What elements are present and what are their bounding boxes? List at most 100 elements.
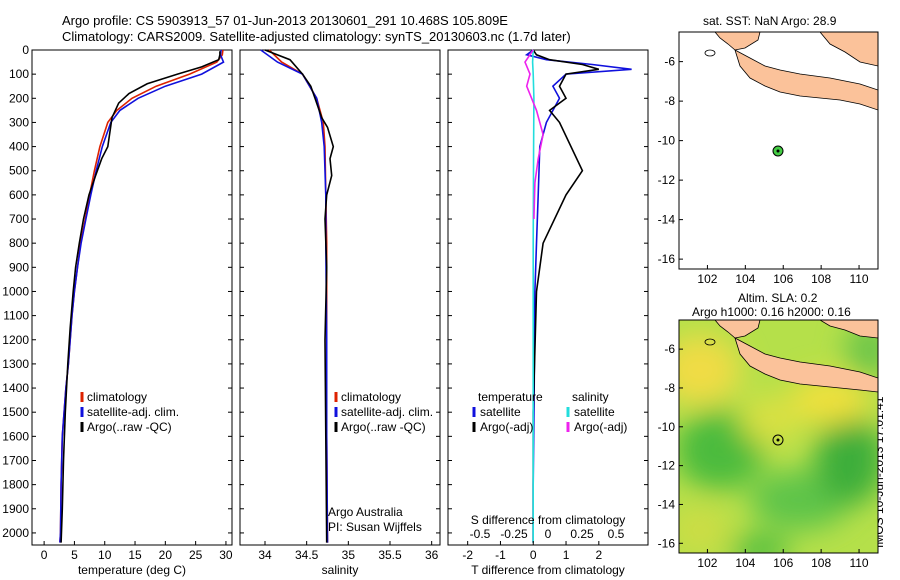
diff-stick-label-3: 0.25: [570, 527, 594, 541]
sal-series-2: [264, 49, 335, 543]
sal-xtick-label-2: 35: [342, 548, 356, 562]
difference-panel-frame: [447, 49, 649, 546]
temp-legend-label-1: satellite-adj. clim.: [87, 405, 179, 419]
sst-ytick-label-4: -14: [658, 213, 676, 227]
sla-ytick-label-4: -14: [658, 497, 676, 511]
sst-xtick-label-0: 102: [697, 272, 717, 286]
sst-xtick-label-2: 106: [773, 272, 793, 286]
ytick-label-5: 500: [9, 164, 29, 178]
salinity-panel-frame: [239, 49, 441, 546]
sst-map: [678, 31, 879, 270]
ytick-label-13: 1300: [2, 357, 29, 371]
ytick-label-12: 1200: [2, 333, 29, 347]
sla-land-java: [734, 337, 878, 393]
sla-xtick-label-4: 110: [849, 556, 868, 570]
diff-xtick-label-3: 1: [563, 548, 570, 562]
sst-land-borneo: [819, 32, 878, 67]
sla-land-borneo: [819, 320, 878, 339]
diff-xtick-label-4: 2: [595, 548, 602, 562]
chart-title-line1: Argo profile: CS 5903913_57 01-Jun-2013 …: [62, 13, 508, 28]
temp-xtick-label-3: 15: [128, 548, 142, 562]
temp-series-1: [59, 49, 225, 543]
temp-xtick-label-5: 25: [189, 548, 203, 562]
diff-series-0: [524, 49, 632, 543]
diff-stick-label-1: -0.25: [500, 527, 528, 541]
diff-legend-label-1-0: satellite: [574, 405, 615, 419]
diff-stick-label-2: 0: [545, 527, 552, 541]
ytick-label-15: 1500: [2, 405, 29, 419]
ytick-label-8: 800: [9, 236, 29, 250]
diff-legend-label-1-1: Argo(-adj): [574, 420, 627, 434]
diff-series-2: [531, 49, 535, 543]
diff-xtick-label-1: -1: [495, 548, 506, 562]
diff-xlabel: T difference from climatology: [471, 563, 625, 577]
sla-map-title-line1: Altim. SLA: 0.2: [738, 291, 818, 305]
ytick-label-2: 200: [9, 91, 29, 105]
sal-xtick-label-4: 36: [425, 548, 439, 562]
sla-ytick-label-0: -6: [664, 342, 675, 356]
sla-xtick-label-2: 106: [773, 556, 793, 570]
diff-stick-label-4: 0.5: [608, 527, 625, 541]
ytick-label-0: 0: [22, 43, 29, 57]
diff-xtick-label-0: -2: [462, 548, 473, 562]
ytick-label-20: 2000: [2, 526, 29, 540]
diff-series-1: [532, 49, 600, 543]
temp-legend-label-0: climatology: [87, 390, 147, 404]
ytick-label-9: 900: [9, 260, 29, 274]
sst-ytick-label-3: -12: [658, 173, 676, 187]
sla-ytick-label-2: -10: [658, 420, 676, 434]
diff-xtick-label-2: 0: [530, 548, 537, 562]
sal-legend-label-0: climatology: [341, 390, 401, 404]
chart-title-line2: Climatology: CARS2009. Satellite-adjuste…: [62, 29, 571, 44]
ytick-label-4: 400: [9, 140, 29, 154]
temp-series-2: [60, 51, 221, 543]
temp-legend-label-2: Argo(..raw -QC): [87, 420, 172, 434]
diff-legend-label-0-1: Argo(-adj): [480, 420, 533, 434]
sal-xtick-label-1: 34.5: [295, 548, 319, 562]
ytick-label-16: 1600: [2, 429, 29, 443]
sla-island: [704, 338, 716, 346]
temp-xlabel: temperature (deg C): [78, 563, 186, 577]
sla-xtick-label-0: 102: [697, 556, 717, 570]
sla-argo-marker: [772, 434, 784, 446]
diff-xlabel-top: S difference from climatology: [471, 513, 626, 527]
diff-series-3: [524, 49, 544, 220]
sst-ytick-label-1: -8: [664, 94, 675, 108]
sst-ytick-label-0: -6: [664, 55, 675, 69]
sal-xtick-label-0: 34: [258, 548, 272, 562]
sst-xtick-label-3: 108: [811, 272, 831, 286]
diff-legend-group-0: temperature: [478, 390, 543, 404]
sla-ytick-label-5: -16: [658, 536, 676, 550]
sla-xtick-label-3: 108: [811, 556, 831, 570]
ytick-label-1: 100: [9, 67, 29, 81]
temp-xtick-label-2: 10: [98, 548, 112, 562]
sst-land-java: [734, 49, 878, 111]
diff-stick-label-0: -0.5: [470, 527, 491, 541]
temp-xtick-label-4: 20: [159, 548, 173, 562]
sal-annotation-1: PI: Susan Wijffels: [328, 520, 422, 534]
ytick-label-14: 1400: [2, 381, 29, 395]
sst-island: [704, 49, 716, 57]
sst-map-title: sat. SST: NaN Argo: 28.9: [703, 14, 837, 28]
ytick-label-17: 1700: [2, 453, 29, 467]
sal-xlabel: salinity: [322, 563, 359, 577]
temperature-panel-frame: [31, 49, 233, 546]
sla-xtick-label-1: 104: [735, 556, 755, 570]
sst-land-sumatra: [714, 32, 761, 51]
ytick-label-18: 1800: [2, 478, 29, 492]
temp-xtick-label-1: 5: [71, 548, 78, 562]
ytick-label-3: 300: [9, 115, 29, 129]
sst-ytick-label-2: -10: [658, 134, 676, 148]
sal-annotation-0: Argo Australia: [328, 505, 403, 519]
sla-ytick-label-3: -12: [658, 459, 676, 473]
sal-series-0: [268, 49, 329, 543]
diff-legend-label-0-0: satellite: [480, 405, 521, 419]
sla-land-sumatra: [714, 320, 761, 339]
sst-xtick-label-1: 104: [735, 272, 755, 286]
sla-ytick-label-1: -8: [664, 381, 675, 395]
sal-xtick-label-3: 35.5: [378, 548, 402, 562]
ytick-label-11: 1100: [3, 309, 29, 323]
sla-map: [678, 319, 879, 554]
temp-xtick-label-6: 30: [219, 548, 233, 562]
